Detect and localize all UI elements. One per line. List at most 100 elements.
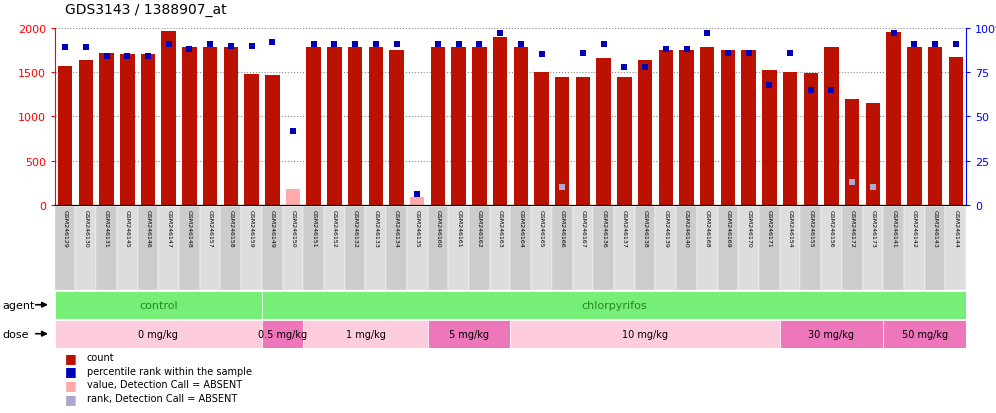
Bar: [634, 206, 655, 290]
Text: ■: ■: [65, 392, 77, 405]
Text: agent: agent: [2, 300, 35, 310]
Text: GSM246141: GSM246141: [891, 209, 896, 247]
Text: GSM246166: GSM246166: [560, 209, 565, 247]
Bar: [366, 206, 386, 290]
Text: control: control: [139, 300, 177, 310]
Bar: [845, 100, 860, 205]
Text: GSM246138: GSM246138: [642, 209, 647, 247]
Text: GSM246156: GSM246156: [829, 209, 834, 247]
Bar: [79, 61, 93, 205]
Text: GSM246151: GSM246151: [311, 209, 316, 247]
Bar: [327, 48, 342, 205]
Bar: [389, 51, 403, 205]
Bar: [597, 59, 611, 205]
Bar: [783, 73, 798, 205]
Text: GSM246135: GSM246135: [414, 209, 419, 247]
Bar: [265, 76, 280, 205]
Bar: [904, 206, 924, 290]
Text: GSM246152: GSM246152: [332, 209, 337, 247]
Bar: [100, 54, 114, 205]
Text: GSM246158: GSM246158: [228, 209, 233, 247]
Bar: [534, 73, 549, 205]
Bar: [137, 206, 158, 290]
Text: GSM246164: GSM246164: [518, 209, 523, 247]
Bar: [637, 61, 652, 205]
Bar: [324, 206, 345, 290]
Text: GSM246161: GSM246161: [456, 209, 461, 247]
Text: GSM246171: GSM246171: [767, 209, 772, 247]
Bar: [262, 206, 283, 290]
Bar: [759, 206, 780, 290]
Text: GSM246165: GSM246165: [539, 209, 544, 247]
Bar: [493, 38, 507, 205]
Text: GSM246131: GSM246131: [104, 209, 109, 247]
Text: GSM246149: GSM246149: [270, 209, 275, 247]
Bar: [821, 206, 842, 290]
Text: dose: dose: [2, 329, 29, 339]
Bar: [262, 291, 966, 319]
Text: GSM246133: GSM246133: [374, 209, 378, 247]
Bar: [55, 320, 262, 348]
Bar: [55, 206, 76, 290]
Bar: [762, 70, 777, 205]
Bar: [717, 206, 738, 290]
Bar: [510, 320, 780, 348]
Text: GSM246147: GSM246147: [166, 209, 171, 247]
Bar: [801, 206, 821, 290]
Text: GSM246155: GSM246155: [809, 209, 814, 247]
Text: 1 mg/kg: 1 mg/kg: [346, 329, 385, 339]
Text: GSM246146: GSM246146: [145, 209, 150, 247]
Bar: [244, 75, 259, 205]
Bar: [307, 48, 321, 205]
Text: 30 mg/kg: 30 mg/kg: [809, 329, 855, 339]
Bar: [924, 206, 945, 290]
Bar: [158, 206, 179, 290]
Bar: [655, 206, 676, 290]
Text: GSM246144: GSM246144: [953, 209, 958, 247]
Bar: [161, 31, 176, 205]
Bar: [472, 48, 487, 205]
Text: percentile rank within the sample: percentile rank within the sample: [87, 366, 252, 376]
Text: GSM246143: GSM246143: [932, 209, 937, 247]
Bar: [531, 206, 552, 290]
Bar: [514, 48, 528, 205]
Bar: [304, 320, 427, 348]
Text: GSM246154: GSM246154: [788, 209, 793, 247]
Bar: [552, 206, 573, 290]
Bar: [121, 55, 134, 205]
Bar: [945, 206, 966, 290]
Text: GSM246148: GSM246148: [187, 209, 192, 247]
Text: GSM246160: GSM246160: [435, 209, 440, 247]
Bar: [76, 206, 97, 290]
Text: GSM246163: GSM246163: [498, 209, 503, 247]
Bar: [618, 78, 631, 205]
Bar: [55, 291, 262, 319]
Bar: [348, 48, 363, 205]
Text: GSM246167: GSM246167: [581, 209, 586, 247]
Text: GSM246136: GSM246136: [602, 209, 607, 247]
Bar: [203, 48, 217, 205]
Bar: [448, 206, 469, 290]
Bar: [117, 206, 137, 290]
Bar: [594, 206, 614, 290]
Bar: [427, 320, 510, 348]
Bar: [345, 206, 366, 290]
Bar: [241, 206, 262, 290]
Text: GSM246145: GSM246145: [124, 209, 129, 247]
Text: GSM246173: GSM246173: [871, 209, 875, 247]
Bar: [679, 51, 694, 205]
Bar: [555, 78, 570, 205]
Bar: [721, 51, 735, 205]
Bar: [738, 206, 759, 290]
Bar: [304, 206, 324, 290]
Bar: [780, 320, 883, 348]
Text: GSM246142: GSM246142: [912, 209, 917, 247]
Text: GDS3143 / 1388907_at: GDS3143 / 1388907_at: [65, 2, 226, 17]
Bar: [863, 206, 883, 290]
Text: GSM246140: GSM246140: [684, 209, 689, 247]
Bar: [614, 206, 634, 290]
Bar: [490, 206, 510, 290]
Bar: [179, 206, 200, 290]
Bar: [283, 206, 304, 290]
Text: ■: ■: [65, 364, 77, 377]
